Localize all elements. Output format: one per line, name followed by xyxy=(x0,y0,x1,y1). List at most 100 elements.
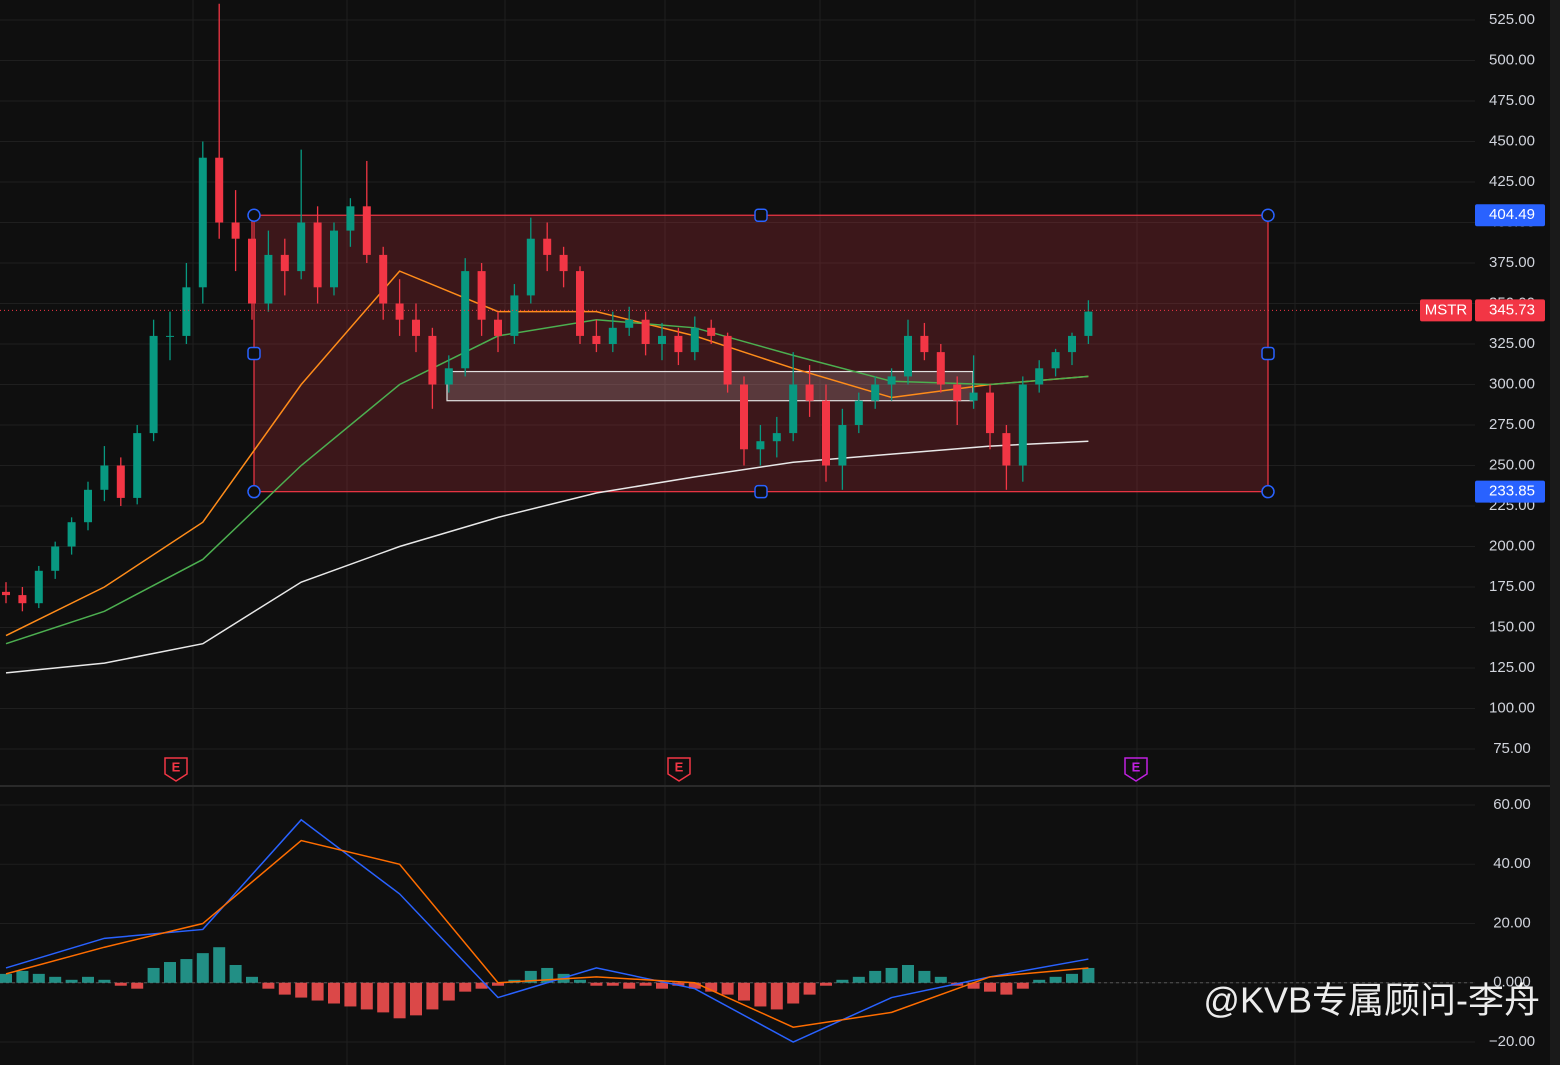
histogram-bar xyxy=(623,982,636,989)
vertical-grid xyxy=(192,0,1296,1065)
histogram-bar xyxy=(114,982,127,986)
histogram-bar xyxy=(705,982,718,992)
candle-body xyxy=(444,368,453,385)
candle-body xyxy=(248,238,256,304)
histogram-bar xyxy=(738,982,750,1001)
histogram-bar xyxy=(918,970,931,983)
zone-handle xyxy=(754,208,768,222)
candle-body xyxy=(297,222,306,272)
y-tick-label: 40.00 xyxy=(1493,855,1531,872)
candle-body xyxy=(641,319,650,345)
candle-body xyxy=(707,327,716,336)
histogram-bar xyxy=(787,982,800,1004)
histogram-bar xyxy=(16,970,29,983)
histogram-bar xyxy=(574,979,586,983)
candle-body xyxy=(510,295,519,336)
histogram-bar xyxy=(295,982,308,998)
histogram-bar xyxy=(360,982,373,1010)
histogram-bar xyxy=(820,982,832,986)
histogram-bar xyxy=(852,976,865,983)
histogram-bar xyxy=(49,976,62,983)
histogram-bar xyxy=(147,967,160,983)
histogram-bar xyxy=(984,982,996,992)
candle-body xyxy=(1084,311,1093,336)
zone-handle xyxy=(1261,208,1275,222)
y-tick-label: 425.00 xyxy=(1489,173,1535,190)
candle-body xyxy=(395,303,404,320)
candle-body xyxy=(1018,384,1027,466)
candle-body xyxy=(461,271,470,369)
histogram-bar xyxy=(278,982,291,995)
candle-body xyxy=(182,287,191,336)
candle-body xyxy=(215,157,224,223)
candle-body xyxy=(920,335,929,353)
y-tick-label: 125.00 xyxy=(1489,659,1535,676)
earnings-label: E xyxy=(1132,759,1141,774)
histogram-bar xyxy=(377,982,390,1013)
y-tick-label: 450.00 xyxy=(1489,132,1535,149)
y-tick-label: 75.00 xyxy=(1493,740,1531,757)
candle-body xyxy=(133,433,142,498)
zone-handle xyxy=(1261,346,1275,361)
histogram-bar xyxy=(754,982,767,1007)
histogram-bar xyxy=(344,982,357,1007)
candle-body xyxy=(559,254,568,272)
scroll-edge xyxy=(1550,0,1560,1065)
y-tick-label: 100.00 xyxy=(1489,699,1535,716)
histogram-bar xyxy=(606,982,619,986)
watermark: @KVB专属顾问-李舟 xyxy=(1203,980,1540,1021)
histogram-bar xyxy=(213,947,226,983)
price-tag-label: 404.49 xyxy=(1489,206,1535,223)
price-tag xyxy=(1475,299,1545,322)
candle-body xyxy=(887,376,896,385)
histogram-bar xyxy=(393,982,406,1019)
histogram-bar xyxy=(1049,976,1062,983)
candle-body xyxy=(100,465,109,490)
histogram-bar xyxy=(934,976,947,983)
histogram-bar xyxy=(1016,982,1029,989)
histogram-bar xyxy=(770,982,783,1010)
histogram-bar xyxy=(902,964,914,983)
histogram-bar xyxy=(1033,979,1046,983)
earnings-marker xyxy=(1124,757,1148,782)
candle-body xyxy=(264,254,273,304)
candle-body xyxy=(772,433,781,442)
price-tag-label: 233.85 xyxy=(1489,483,1535,500)
price-tag xyxy=(1475,204,1545,227)
candle-body xyxy=(936,352,945,385)
histogram-bar xyxy=(98,979,111,983)
histogram-bar xyxy=(311,982,324,1001)
y-tick-label: 325.00 xyxy=(1489,335,1535,352)
histogram-bar xyxy=(590,982,603,986)
zone-handle xyxy=(754,484,768,499)
candle-body xyxy=(412,319,420,336)
price-tag-label: 345.73 xyxy=(1489,301,1535,318)
candle-body xyxy=(428,335,437,385)
histogram-bar xyxy=(262,982,275,989)
histogram-bar xyxy=(65,979,78,983)
histogram-bar xyxy=(246,976,258,983)
candle-body xyxy=(690,327,699,353)
candle-body xyxy=(740,384,748,450)
candle-body xyxy=(280,254,289,272)
indicator-line xyxy=(5,839,1089,1028)
histogram-bar xyxy=(656,982,668,989)
y-tick-label: 60.00 xyxy=(1493,796,1531,813)
candle-body xyxy=(67,522,76,547)
indicator-line xyxy=(5,818,1089,1043)
candle-body xyxy=(904,335,912,377)
candle-body xyxy=(805,384,814,401)
histogram-bar xyxy=(426,982,439,1010)
histogram-bar xyxy=(442,982,455,1001)
support-box xyxy=(446,370,974,402)
y-tick-label: −20.00 xyxy=(1489,1033,1535,1050)
histogram-bar xyxy=(836,979,849,983)
candle-body xyxy=(986,392,994,434)
candle-body xyxy=(313,222,322,288)
y-tick-label: 20.00 xyxy=(1493,914,1531,931)
candle-body xyxy=(1035,368,1044,385)
candle-body xyxy=(1002,433,1011,466)
candle-body xyxy=(198,157,207,288)
